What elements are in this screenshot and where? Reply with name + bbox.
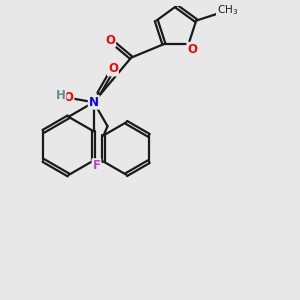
Text: CH$_3$: CH$_3$ [217,4,238,17]
Text: F: F [92,159,101,172]
Text: O: O [64,91,74,104]
Text: O: O [105,34,115,46]
Text: O: O [187,43,197,56]
Text: N: N [89,96,99,109]
Text: H: H [56,89,65,102]
Text: O: O [108,62,118,76]
